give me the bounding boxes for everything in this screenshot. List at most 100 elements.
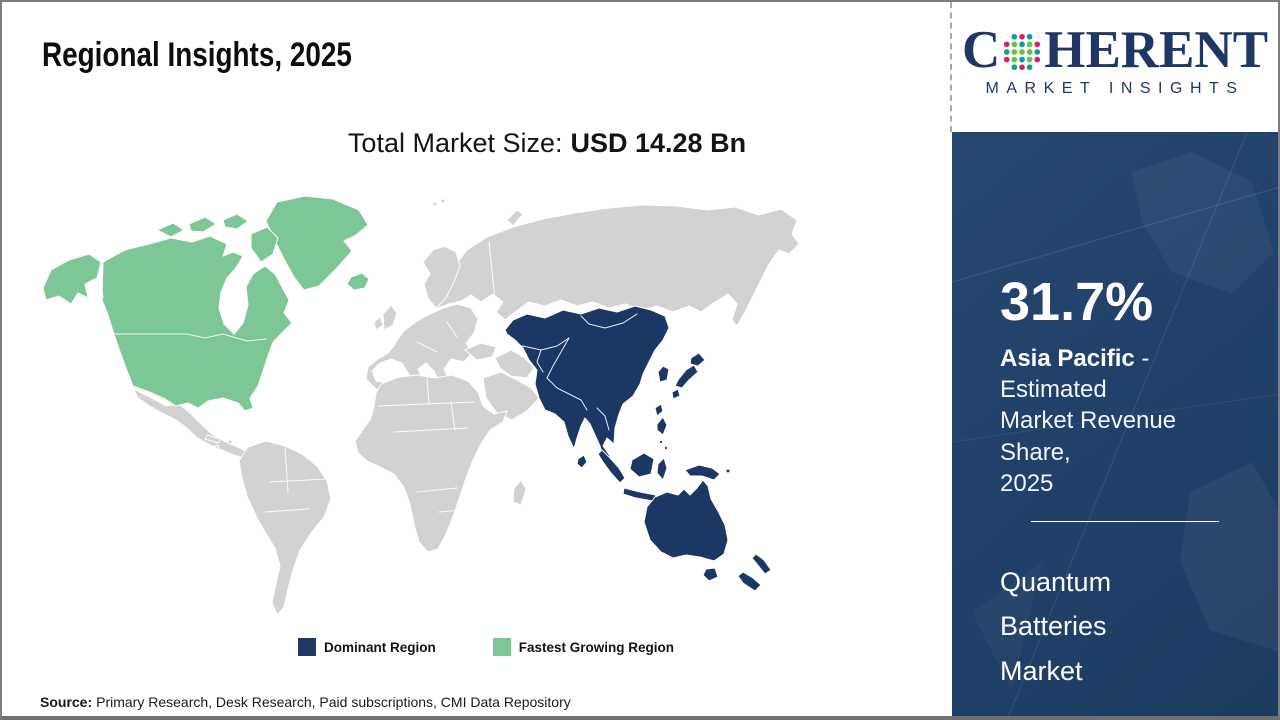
legend-swatch-dominant bbox=[298, 638, 316, 656]
island-svalbard-2 bbox=[440, 198, 446, 204]
source-text: Primary Research, Desk Research, Paid su… bbox=[96, 694, 571, 710]
border-africa-1 bbox=[377, 401, 475, 407]
border-south-america-3 bbox=[284, 447, 289, 493]
market-size-label: Total Market Size: bbox=[347, 128, 563, 158]
border-central-asia bbox=[536, 349, 544, 373]
stat-caption-line1: Asia Pacific - Estimated bbox=[1000, 343, 1250, 405]
source-label: Source: bbox=[40, 694, 93, 710]
island-philippines-2 bbox=[658, 439, 664, 445]
legend-swatch-fastest-growing bbox=[492, 638, 511, 656]
map-region-dominant bbox=[504, 305, 772, 592]
border-south-america-2 bbox=[264, 508, 310, 513]
stat-caption-rest: - Estimated bbox=[1000, 345, 1150, 404]
stat-region: Asia Pacific bbox=[1000, 345, 1135, 372]
border-indochina bbox=[596, 407, 610, 431]
stat-caption-line2: Market Revenue Share, bbox=[1000, 407, 1177, 466]
arctic-island-3 bbox=[222, 213, 249, 230]
country-russia bbox=[434, 204, 800, 327]
report-title-line3: Market bbox=[1000, 656, 1083, 687]
stat-caption-line3: 2025 bbox=[1000, 469, 1054, 497]
island-borneo bbox=[629, 452, 655, 478]
world-map-svg bbox=[42, 195, 800, 616]
country-iceland bbox=[346, 272, 370, 291]
island-sri-lanka bbox=[576, 454, 588, 469]
island-hispaniola bbox=[227, 439, 233, 445]
sidebar-divider bbox=[1031, 520, 1219, 522]
island-kyushu bbox=[671, 388, 681, 400]
country-australia bbox=[643, 479, 729, 562]
brand-logo: C HERENT MARKET INSIGHTS bbox=[952, 24, 1278, 98]
report-title-line2: Batteries bbox=[1000, 611, 1107, 642]
island-philippines-3 bbox=[663, 445, 669, 451]
island-philippines bbox=[656, 416, 668, 436]
legend-item-dominant: Dominant Region bbox=[298, 638, 436, 656]
border-russia-ural bbox=[488, 241, 496, 301]
island-new-britain bbox=[725, 468, 731, 474]
region-asia-mainland bbox=[504, 305, 670, 471]
region-south-america bbox=[238, 440, 332, 616]
border-africa-6 bbox=[438, 509, 462, 513]
logo-divider bbox=[950, 2, 952, 132]
page-title: Regional Insights, 2025 bbox=[42, 36, 352, 74]
region-alaska bbox=[42, 253, 102, 305]
border-africa-5 bbox=[416, 487, 458, 493]
map-legend: Dominant Region Fastest Growing Region bbox=[298, 638, 674, 656]
region-canada-usa bbox=[101, 235, 293, 412]
island-jamaica bbox=[215, 445, 219, 449]
island-sumatra bbox=[597, 449, 626, 484]
country-turkey bbox=[464, 342, 497, 361]
sidebar-panel: 31.7% Asia Pacific - Estimated Market Re… bbox=[952, 132, 1278, 716]
island-new-guinea bbox=[684, 464, 721, 481]
market-size-value: USD 14.28 Bn bbox=[570, 128, 747, 158]
border-africa-4 bbox=[450, 401, 456, 431]
island-taiwan bbox=[654, 403, 664, 417]
nz-south-island bbox=[737, 571, 762, 592]
brand-letter-c: C bbox=[961, 21, 1001, 79]
country-borders bbox=[99, 241, 638, 513]
sidebar-map-texture bbox=[952, 132, 1278, 716]
country-ireland bbox=[373, 316, 384, 331]
map-region-other bbox=[133, 198, 800, 616]
country-cuba bbox=[204, 434, 222, 444]
region-arabia bbox=[482, 371, 540, 421]
stat-caption: Asia Pacific - Estimated Market Revenue … bbox=[1000, 343, 1250, 499]
border-us-canada bbox=[106, 333, 267, 342]
nz-north-island bbox=[751, 553, 772, 575]
region-africa bbox=[354, 374, 508, 553]
country-iran bbox=[494, 349, 535, 379]
country-greenland bbox=[265, 195, 369, 291]
border-alaska-canada bbox=[99, 263, 104, 299]
island-java bbox=[622, 487, 657, 502]
brand-tagline: MARKET INSIGHTS bbox=[985, 80, 1245, 97]
border-europe-2 bbox=[446, 321, 458, 338]
world-map bbox=[37, 192, 817, 627]
map-region-fastest-growing bbox=[42, 195, 370, 412]
source-note: Source: Primary Research, Desk Research, … bbox=[40, 694, 571, 710]
country-scandinavia bbox=[422, 245, 461, 309]
border-india-north bbox=[546, 377, 588, 411]
brand-name: C HERENT bbox=[952, 24, 1278, 77]
island-baffin bbox=[250, 226, 279, 263]
report-title: Quantum Batteries Market bbox=[1000, 560, 1250, 694]
brand-name-rest: HERENT bbox=[1044, 21, 1269, 79]
island-novaya-zemlya bbox=[506, 209, 524, 227]
legend-label-fastest-growing: Fastest Growing Region bbox=[518, 639, 675, 655]
island-tasmania bbox=[702, 567, 719, 582]
island-hokkaido bbox=[689, 352, 706, 367]
country-korea bbox=[657, 365, 670, 383]
sidebar-content: 31.7% Asia Pacific - Estimated Market Re… bbox=[952, 132, 1278, 694]
report-title-line1: Quantum bbox=[1000, 566, 1112, 597]
legend-item-fastest-growing: Fastest Growing Region bbox=[492, 638, 675, 656]
border-europe-1 bbox=[416, 341, 438, 353]
island-honshu bbox=[674, 364, 699, 389]
island-svalbard bbox=[432, 201, 438, 207]
border-africa-3 bbox=[426, 377, 430, 405]
border-south-america-1 bbox=[269, 478, 328, 483]
country-madagascar bbox=[512, 479, 527, 506]
total-market-size: Total Market Size: USD 14.28 Bn bbox=[348, 128, 746, 159]
arctic-island-1 bbox=[156, 222, 185, 238]
border-china-west bbox=[546, 337, 570, 379]
island-sulawesi bbox=[656, 457, 668, 481]
country-uk bbox=[382, 304, 398, 331]
